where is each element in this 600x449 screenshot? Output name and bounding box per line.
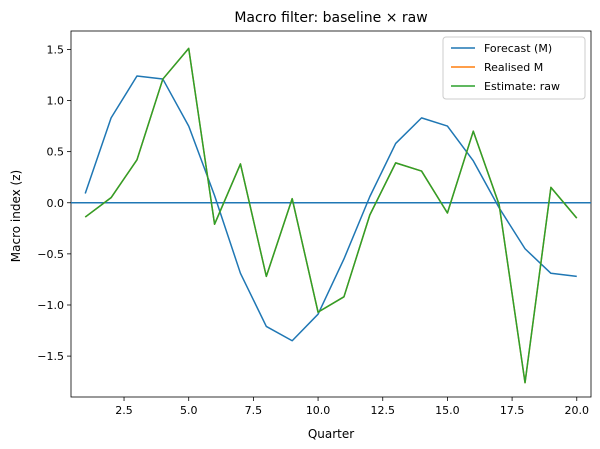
axes-frame [70,30,592,398]
series-line-3 [84,47,578,384]
y-tick-label: −0.5 [37,248,64,261]
x-tick-label: 20.0 [565,404,590,417]
y-axis-label: Macro index (z) [9,170,23,262]
y-tick-label: 1.5 [47,43,65,56]
y-tick-label: 0.5 [47,146,65,159]
x-tick-label: 12.5 [370,404,395,417]
x-tick-label: 10.0 [306,404,331,417]
legend-box [442,36,586,100]
y-tick-label: 1.0 [47,95,65,108]
chart-title: Macro filter: baseline × raw [234,10,427,26]
x-tick-label: 17.5 [500,404,525,417]
x-axis-label: Quarter [308,427,354,441]
legend-label: Realised M [484,61,543,74]
y-tick-label: 0.0 [47,197,65,210]
plot-area: 2.5 5.0 7.5 10.0 12.5 15.0 17.5 20.0 −1.5 −1.0 −0.… [37,30,592,417]
legend-label: Estimate: raw [484,80,560,93]
x-tick-label: 15.0 [435,404,460,417]
x-tick-label: 7.5 [245,404,263,417]
x-tick-label: 2.5 [115,404,133,417]
y-tick-label: −1.5 [37,350,64,363]
legend: Forecast (M) Realised M Estimate: raw [442,36,586,100]
y-tick-label: −1.0 [37,299,64,312]
legend-label: Forecast (M) [484,42,552,55]
series-line-1 [84,75,577,342]
x-tick-label: 5.0 [180,404,198,417]
